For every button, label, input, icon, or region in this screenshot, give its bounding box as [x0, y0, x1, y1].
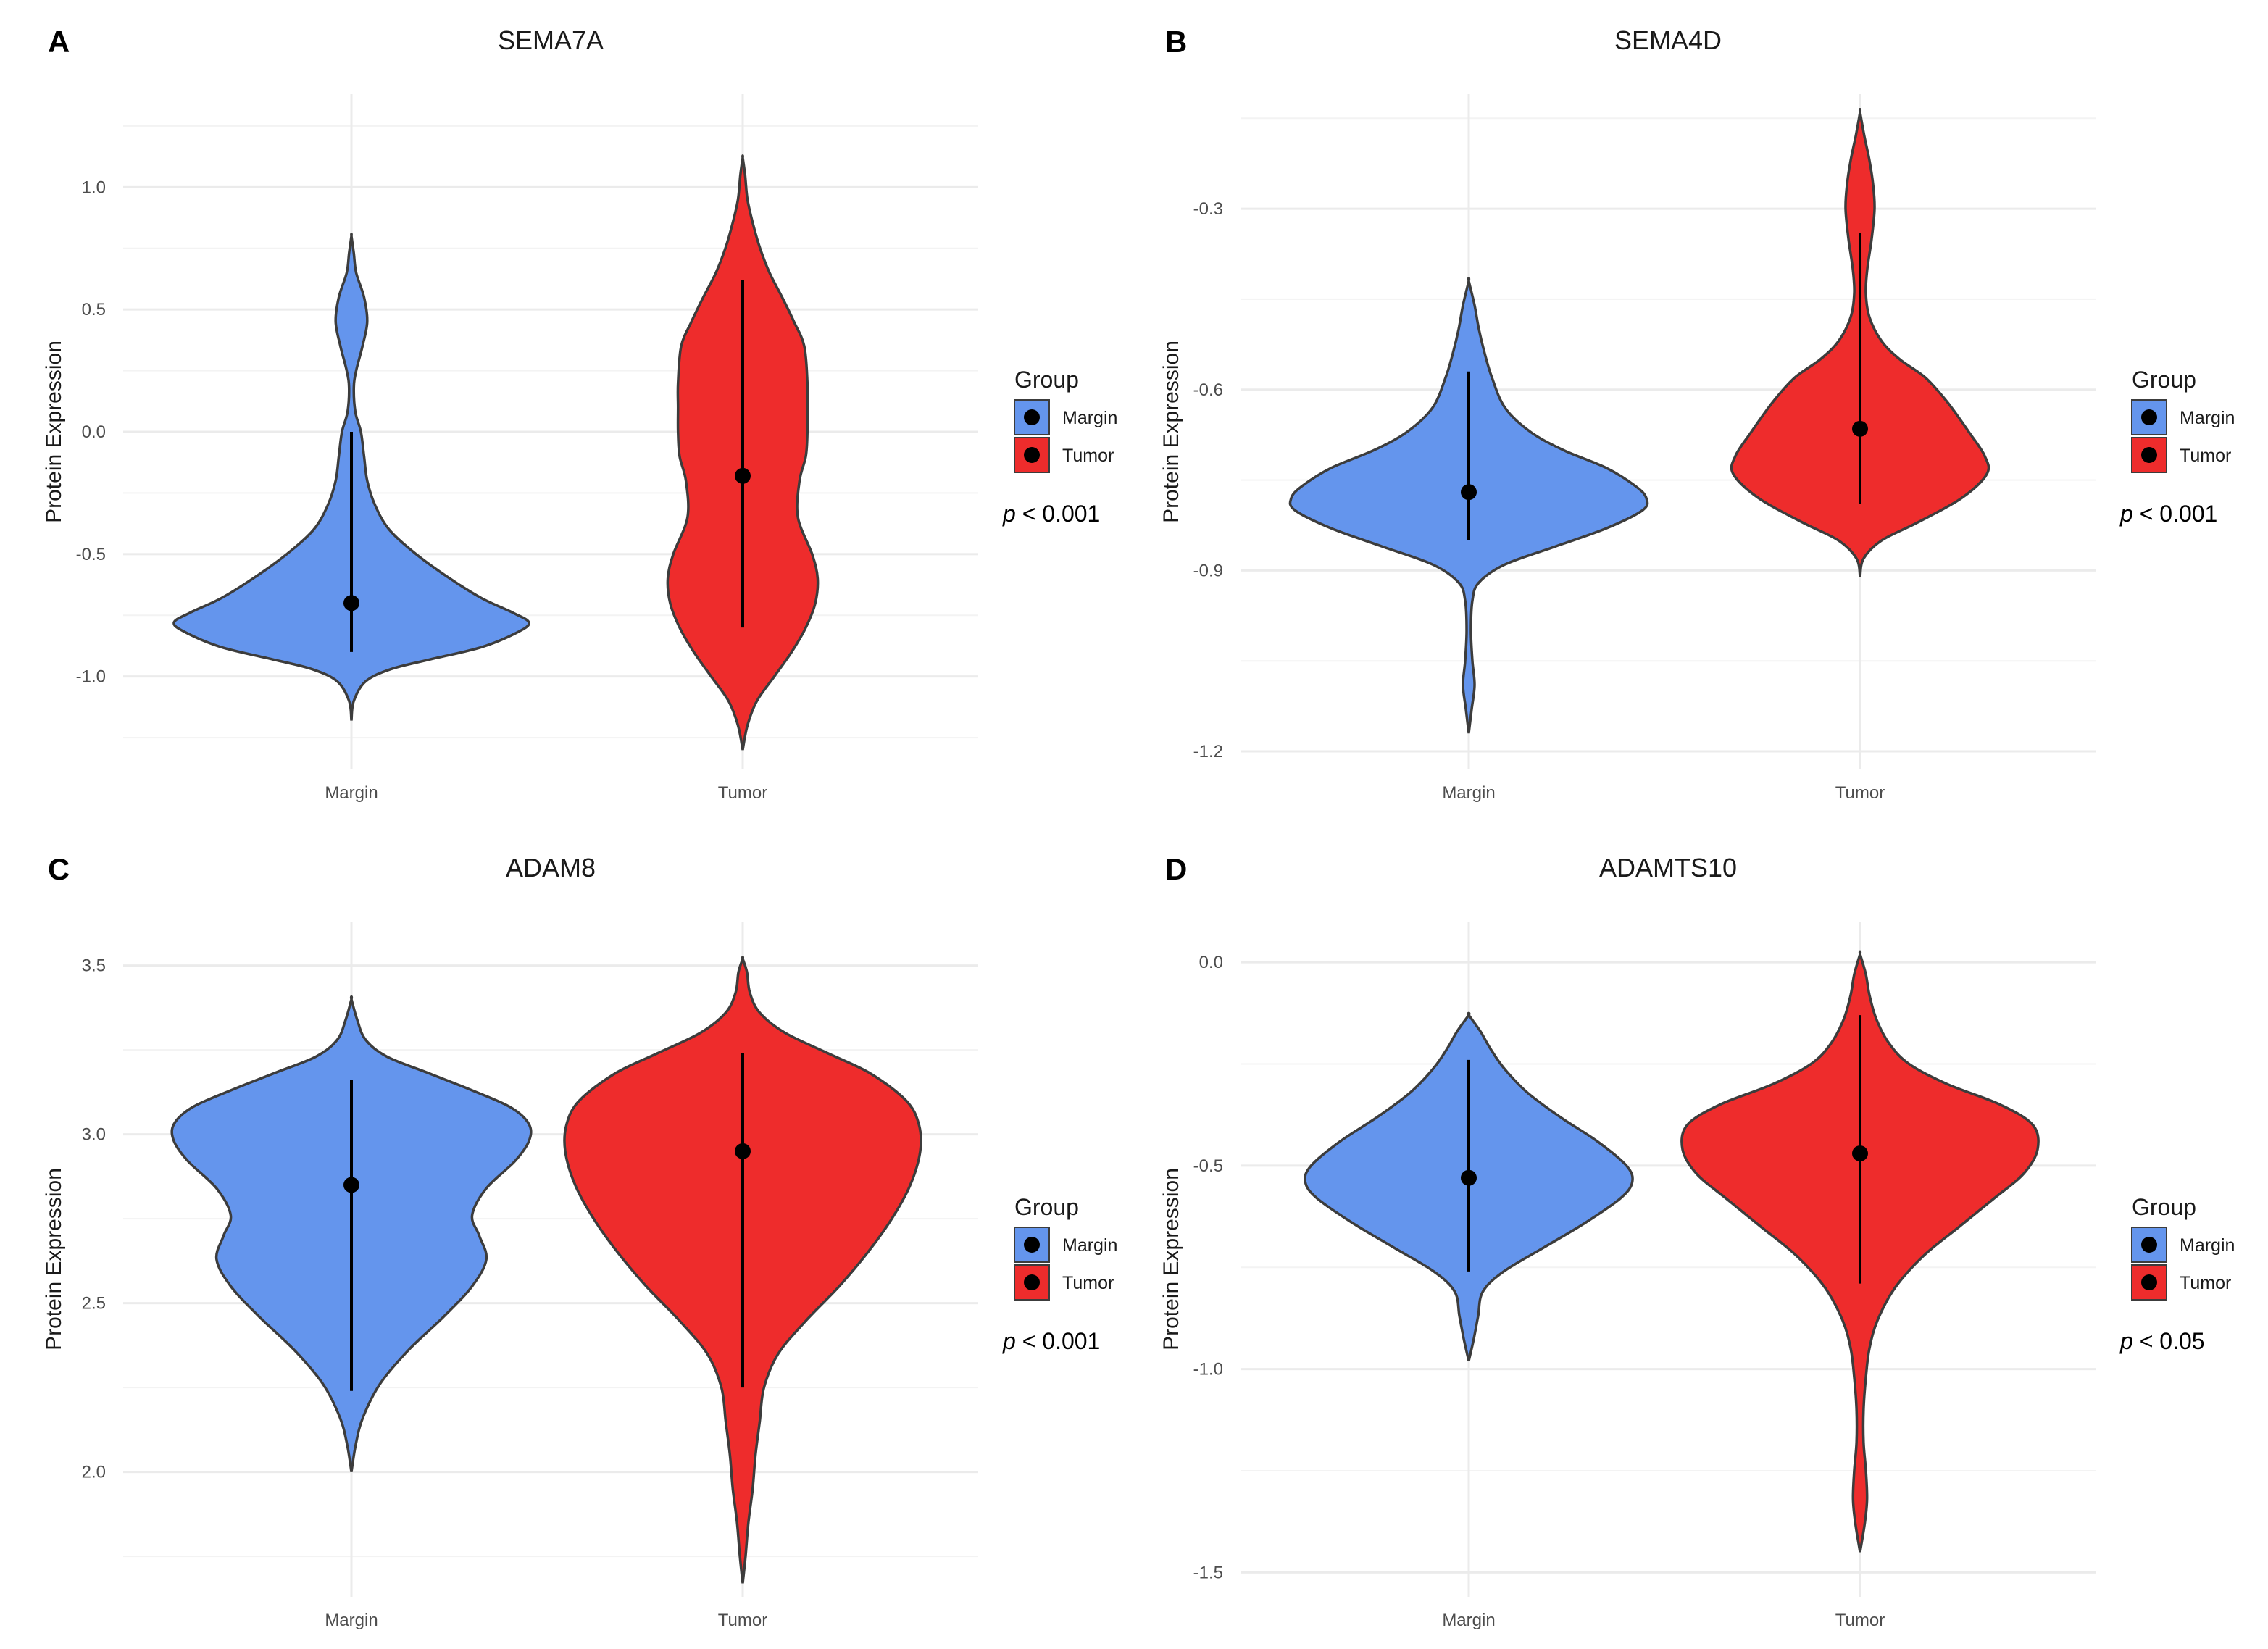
- legend-key-point: [2141, 447, 2157, 463]
- panel-letter: C: [48, 852, 70, 886]
- legend-key-point: [1024, 1274, 1040, 1290]
- x-tick-label: Tumor: [718, 1611, 767, 1630]
- legend-title: Group: [2132, 1194, 2196, 1220]
- median-point-tumor: [735, 467, 751, 484]
- y-axis-label: Protein Expression: [1159, 341, 1183, 523]
- y-tick-label: 1.0: [82, 178, 106, 197]
- p-value-text: < 0.05: [2133, 1328, 2205, 1354]
- x-tick-label: Tumor: [718, 783, 767, 803]
- p-value-symbol: p: [2119, 501, 2133, 527]
- legend-key-tumor: [2131, 1264, 2167, 1301]
- p-value-annotation: p < 0.001: [1002, 501, 1100, 527]
- legend-label: Margin: [2180, 1235, 2235, 1256]
- panel-title: ADAMTS10: [1599, 853, 1737, 882]
- y-tick-label: -0.5: [1193, 1156, 1223, 1176]
- legend-key-point: [1024, 409, 1040, 425]
- p-value-symbol: p: [2119, 1328, 2133, 1354]
- x-tick-label: Margin: [1442, 783, 1495, 803]
- p-value-annotation: p < 0.001: [2119, 501, 2217, 527]
- y-tick-label: -0.3: [1193, 199, 1223, 219]
- legend-label: Margin: [1062, 408, 1117, 428]
- y-tick-label: 2.0: [82, 1463, 106, 1482]
- legend-key-point: [1024, 447, 1040, 463]
- p-value-symbol: p: [1002, 1328, 1016, 1354]
- y-axis-label: Protein Expression: [42, 1168, 66, 1350]
- y-tick-label: 0.0: [1199, 953, 1223, 972]
- median-point-margin: [1461, 1169, 1477, 1186]
- p-value-annotation: p < 0.001: [1002, 1328, 1100, 1354]
- median-point-tumor: [735, 1143, 751, 1159]
- legend-label: Tumor: [1062, 1273, 1114, 1293]
- panel-title: ADAM8: [506, 853, 596, 882]
- p-value-text: < 0.001: [1016, 1328, 1101, 1354]
- y-tick-label: -0.9: [1193, 561, 1223, 580]
- legend-key-tumor: [1014, 1264, 1050, 1301]
- panel-letter: B: [1165, 25, 1187, 59]
- panel-letter: D: [1165, 852, 1187, 886]
- y-tick-label: -0.5: [76, 545, 106, 564]
- x-tick-label: Margin: [325, 1611, 378, 1630]
- y-tick-label: -0.6: [1193, 380, 1223, 400]
- panel-a: 1.0 0.5 0.0 -0.5 -1.0 Margin Tumor Protein Expr…: [42, 25, 1117, 803]
- median-point-margin: [343, 1177, 359, 1193]
- median-point-tumor: [1852, 420, 1868, 437]
- y-tick-label: 0.0: [82, 422, 106, 442]
- legend-label: Margin: [1062, 1235, 1117, 1256]
- y-tick-label: 3.5: [82, 956, 106, 976]
- panel-b: -0.3 -0.6 -0.9 -1.2 Margin Tumor Protein Expre…: [1159, 25, 2235, 803]
- legend-key-point: [2141, 1237, 2157, 1253]
- p-value-text: < 0.001: [1016, 501, 1101, 527]
- y-tick-label: 0.5: [82, 300, 106, 320]
- panel-letter: A: [48, 25, 70, 59]
- median-point-tumor: [1852, 1145, 1868, 1162]
- legend-label: Tumor: [1062, 446, 1114, 466]
- y-tick-label: -1.0: [1193, 1360, 1223, 1379]
- legend-label: Tumor: [2180, 1273, 2231, 1293]
- y-tick-label: 3.0: [82, 1125, 106, 1145]
- y-axis-label: Protein Expression: [1159, 1168, 1183, 1350]
- y-tick-label: 2.5: [82, 1294, 106, 1314]
- legend-title: Group: [1014, 367, 1079, 393]
- x-tick-label: Margin: [1442, 1611, 1495, 1630]
- median-point-margin: [343, 595, 359, 611]
- median-point-margin: [1461, 484, 1477, 501]
- legend-label: Tumor: [2180, 446, 2231, 466]
- y-tick-label: -1.0: [76, 667, 106, 687]
- legend-key-point: [1024, 1237, 1040, 1253]
- legend-title: Group: [2132, 367, 2196, 393]
- y-tick-label: -1.2: [1193, 742, 1223, 761]
- x-tick-label: Tumor: [1835, 783, 1885, 803]
- x-tick-label: Margin: [325, 783, 378, 803]
- p-value-text: < 0.001: [2133, 501, 2218, 527]
- p-value-symbol: p: [1002, 501, 1016, 527]
- x-tick-label: Tumor: [1835, 1611, 1885, 1630]
- y-tick-label: -1.5: [1193, 1563, 1223, 1582]
- panel-c: 3.5 3.0 2.5 2.0 Margin Tumor Protein Expressio…: [42, 852, 1117, 1630]
- panel-title: SEMA7A: [498, 25, 604, 55]
- legend-label: Margin: [2180, 408, 2235, 428]
- legend-key-point: [2141, 409, 2157, 425]
- p-value-annotation: p < 0.05: [2119, 1328, 2205, 1354]
- y-axis-label: Protein Expression: [42, 341, 66, 523]
- panel-d: 0.0 -0.5 -1.0 -1.5 Margin Tumor Protein Expres…: [1159, 852, 2235, 1630]
- legend-title: Group: [1014, 1194, 1079, 1220]
- panel-title: SEMA4D: [1614, 25, 1722, 55]
- legend-key-point: [2141, 1274, 2157, 1290]
